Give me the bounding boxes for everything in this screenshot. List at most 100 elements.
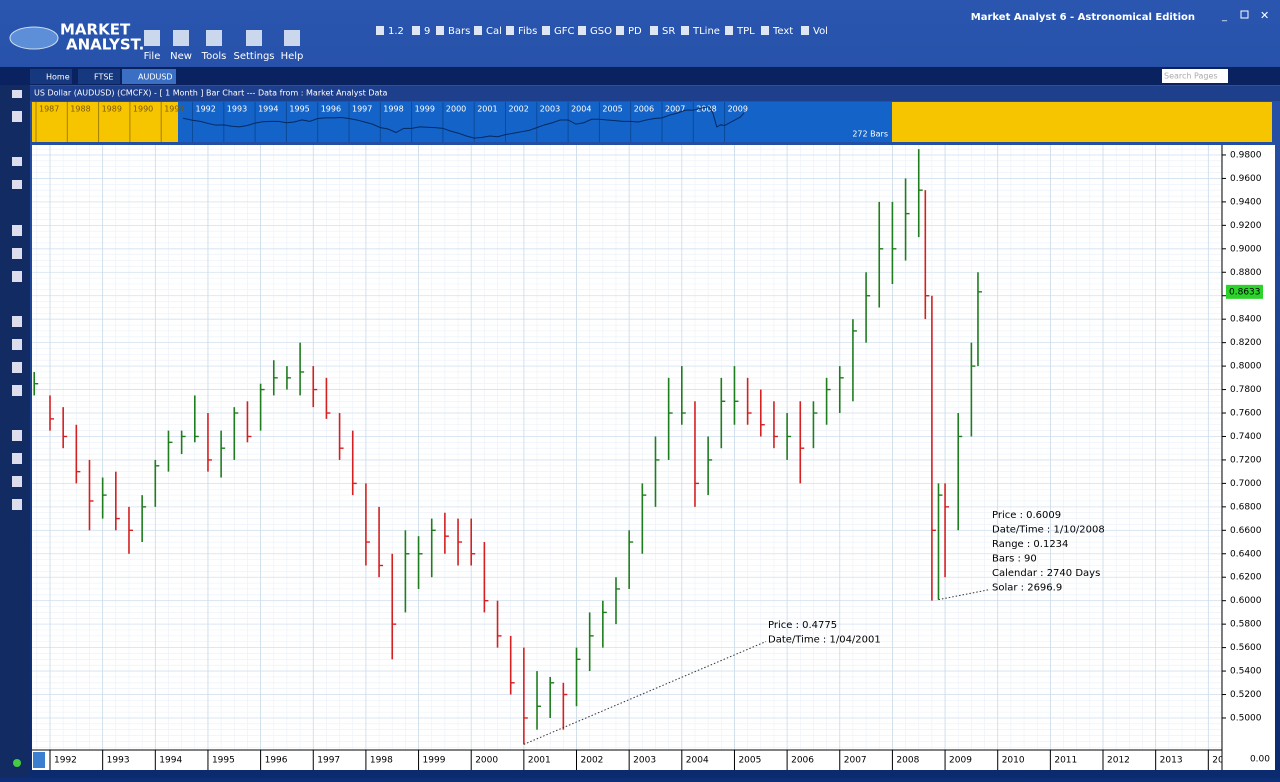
chart-header: US Dollar (AUDUSD) (CMCFX) - [ 1 Month ]… bbox=[34, 89, 388, 98]
icon[interactable] bbox=[12, 362, 22, 373]
toolbar-item[interactable]: 9 bbox=[424, 26, 430, 37]
menu-icon[interactable] bbox=[206, 30, 222, 46]
toolbar-item[interactable]: TLine bbox=[692, 26, 720, 37]
icon[interactable] bbox=[12, 225, 22, 236]
toolbar-item[interactable]: Vol bbox=[813, 26, 828, 37]
tab[interactable] bbox=[122, 69, 176, 84]
x-tick-label: 2005 bbox=[738, 756, 761, 766]
overview-year: 2009 bbox=[728, 105, 748, 114]
x-tick-label: 2012 bbox=[1107, 756, 1130, 766]
tool-icon[interactable] bbox=[681, 26, 689, 35]
x-tick-label: 2009 bbox=[949, 756, 972, 766]
icon[interactable] bbox=[12, 476, 22, 487]
menu-item[interactable]: New bbox=[170, 51, 192, 62]
y-tick-label: 0.6000 bbox=[1230, 596, 1262, 606]
tool-icon[interactable] bbox=[412, 26, 420, 35]
window-title: Market Analyst 6 - Astronomical Edition bbox=[971, 12, 1195, 23]
time-axis bbox=[32, 750, 1222, 770]
menu-item[interactable]: File bbox=[144, 51, 161, 62]
x-tick-label: 1992 bbox=[54, 756, 77, 766]
toolbar-item[interactable]: Bars bbox=[448, 26, 470, 37]
overview-year: 1987 bbox=[39, 105, 59, 114]
menu-icon[interactable] bbox=[173, 30, 189, 46]
y-tick-label: 0.9600 bbox=[1230, 174, 1262, 184]
icon[interactable] bbox=[12, 180, 22, 189]
menu-icon[interactable] bbox=[246, 30, 262, 46]
tab[interactable] bbox=[30, 69, 72, 84]
icon[interactable] bbox=[12, 271, 22, 282]
x-tick-label: 2001 bbox=[528, 756, 551, 766]
x-tick-label: 2003 bbox=[633, 756, 656, 766]
overview-year: 1992 bbox=[196, 105, 216, 114]
icon[interactable] bbox=[12, 111, 22, 122]
menu-icon[interactable] bbox=[284, 30, 300, 46]
tab-label[interactable]: FTSE bbox=[94, 73, 113, 82]
x-tick-label: 2000 bbox=[475, 756, 498, 766]
icon[interactable] bbox=[12, 90, 22, 98]
overview-year: 1998 bbox=[383, 105, 403, 114]
y-tick-label: 0.5800 bbox=[1230, 620, 1262, 630]
menu-item[interactable]: Settings bbox=[233, 51, 274, 62]
tool-icon[interactable] bbox=[474, 26, 482, 35]
last-price-box bbox=[1226, 284, 1263, 299]
toolbar-item[interactable]: Cal bbox=[486, 26, 502, 37]
menu-icon[interactable] bbox=[144, 30, 160, 46]
toolbar-item[interactable]: PD bbox=[628, 26, 642, 37]
toolbar-item[interactable]: GSO bbox=[590, 26, 612, 37]
tab-label[interactable]: Home bbox=[46, 73, 70, 82]
search-box[interactable] bbox=[1162, 69, 1228, 83]
toolbar-item[interactable]: Text bbox=[772, 26, 793, 37]
toolbar-item[interactable]: TPL bbox=[736, 26, 755, 37]
chart-area bbox=[32, 145, 1222, 750]
annotation-text: Bars : 90 bbox=[992, 554, 1037, 565]
x-tick-label: 2014 bbox=[1212, 756, 1235, 766]
overview-selection[interactable] bbox=[178, 102, 892, 142]
axis-corner: 0.00 bbox=[1250, 755, 1270, 765]
left-icons bbox=[12, 90, 22, 767]
overview-year: 2006 bbox=[634, 105, 654, 114]
tool-icon[interactable] bbox=[376, 26, 384, 35]
icon[interactable] bbox=[12, 453, 22, 464]
tool-icon[interactable] bbox=[650, 26, 658, 35]
tool-icon[interactable] bbox=[578, 26, 586, 35]
tool-icon[interactable] bbox=[725, 26, 733, 35]
minimize-button[interactable]: _ bbox=[1221, 11, 1228, 22]
icon[interactable] bbox=[12, 385, 22, 396]
annotation-text: Date/Time : 1/10/2008 bbox=[992, 525, 1105, 536]
tab-label[interactable]: AUDUSD bbox=[138, 73, 173, 82]
bars-count: 272 Bars bbox=[852, 130, 888, 139]
tool-icon[interactable] bbox=[436, 26, 444, 35]
tool-icon[interactable] bbox=[542, 26, 550, 35]
menu-item[interactable]: Help bbox=[281, 51, 304, 62]
x-tick-label: 1994 bbox=[159, 756, 182, 766]
icon[interactable] bbox=[12, 248, 22, 259]
overview-year: 2001 bbox=[477, 105, 497, 114]
overview-year: 2007 bbox=[665, 105, 685, 114]
tool-icon[interactable] bbox=[506, 26, 514, 35]
maximize-button[interactable] bbox=[1240, 10, 1249, 19]
close-button[interactable]: ✕ bbox=[1260, 9, 1269, 22]
tool-icon[interactable] bbox=[616, 26, 624, 35]
overview-year: 2005 bbox=[602, 105, 622, 114]
icon[interactable] bbox=[12, 316, 22, 327]
tool-icon[interactable] bbox=[761, 26, 769, 35]
x-tick-label: 2013 bbox=[1160, 756, 1183, 766]
menu-item[interactable]: Tools bbox=[201, 51, 227, 62]
icon[interactable] bbox=[12, 499, 22, 510]
icon[interactable] bbox=[12, 430, 22, 441]
toolbar-item[interactable]: Fibs bbox=[518, 26, 537, 37]
icon[interactable] bbox=[12, 157, 22, 166]
tab[interactable] bbox=[78, 69, 120, 84]
y-tick-label: 0.5400 bbox=[1230, 667, 1262, 677]
toolbar-item[interactable]: SR bbox=[662, 26, 675, 37]
x-tick-label: 1997 bbox=[317, 756, 340, 766]
x-tick-label: 2006 bbox=[791, 756, 814, 766]
logo-text: MARKET bbox=[60, 21, 131, 39]
axis-handle[interactable] bbox=[33, 752, 45, 768]
overview-year: 2008 bbox=[696, 105, 716, 114]
icon[interactable] bbox=[12, 339, 22, 350]
toolbar-item[interactable]: 1.2 bbox=[388, 26, 404, 37]
toolbar-item[interactable]: GFC bbox=[554, 26, 575, 37]
price-axis bbox=[1222, 145, 1275, 770]
tool-icon[interactable] bbox=[801, 26, 809, 35]
